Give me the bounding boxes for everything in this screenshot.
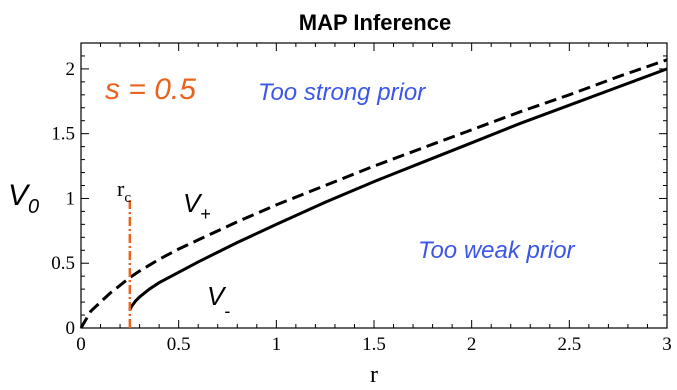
x-tick-label: 2.5 xyxy=(557,334,581,355)
x-tick-label: 0 xyxy=(76,334,86,355)
y-tick-label: 0.5 xyxy=(51,253,75,274)
too-weak-prior-annotation: Too weak prior xyxy=(418,237,576,264)
y-tick-labels: 0 0.5 1 1.5 2 xyxy=(51,59,75,339)
tick-marks xyxy=(80,42,668,329)
x-tick-label: 0.5 xyxy=(167,334,191,355)
y-tick-label: 0 xyxy=(66,318,76,339)
x-tick-labels: 0 0.5 1 1.5 2 2.5 3 xyxy=(76,334,672,355)
s-value-annotation: s = 0.5 xyxy=(105,73,196,106)
too-strong-prior-annotation: Too strong prior xyxy=(258,79,426,106)
series-line-v-plus xyxy=(79,58,668,329)
y-tick-label: 2 xyxy=(66,59,76,80)
x-tick-label: 2 xyxy=(467,334,477,355)
y-axis-label: V0 xyxy=(8,179,39,218)
series-label-v-plus: V+ xyxy=(183,188,211,224)
series-label-v-minus: V- xyxy=(207,281,230,321)
x-tick-label: 1.5 xyxy=(362,334,386,355)
x-axis-label: r xyxy=(370,362,378,388)
chart-title: MAP Inference xyxy=(299,10,451,35)
rc-label: rc xyxy=(117,176,131,206)
series-line-v-minus xyxy=(128,67,668,311)
x-tick-label: 3 xyxy=(662,334,672,355)
y-tick-label: 1.5 xyxy=(51,124,75,145)
y-tick-label: 1 xyxy=(66,188,76,209)
x-tick-label: 1 xyxy=(272,334,282,355)
